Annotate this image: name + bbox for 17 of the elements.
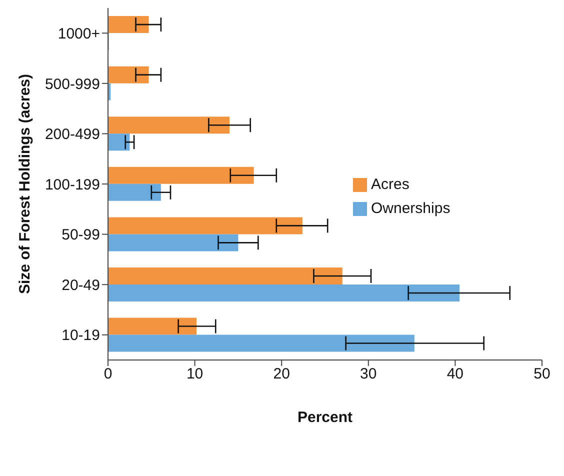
y-tick-label: 1000+ (58, 25, 100, 42)
y-tick-label: 20-49 (62, 276, 100, 294)
x-tick-label: 0 (104, 366, 112, 383)
x-tick-label: 10 (186, 366, 204, 383)
y-tick-label: 200-499 (44, 126, 100, 144)
y-tick-label: 500-999 (44, 76, 100, 93)
y-tick-label: 10-19 (62, 327, 100, 344)
x-tick-label: 40 (446, 366, 464, 383)
y-tick-label: 50-99 (62, 226, 100, 244)
x-tick-label: 50 (534, 366, 550, 383)
y-axis-title: Size of Forest Holdings (acres) (16, 74, 34, 294)
x-tick-label: 20 (273, 366, 290, 383)
legend-label: Ownerships (371, 200, 450, 217)
legend-label: Acres (371, 176, 410, 193)
y-tick-label: 100-199 (44, 176, 100, 194)
x-axis-title: Percent (297, 409, 353, 426)
x-tick-label: 30 (360, 366, 377, 383)
